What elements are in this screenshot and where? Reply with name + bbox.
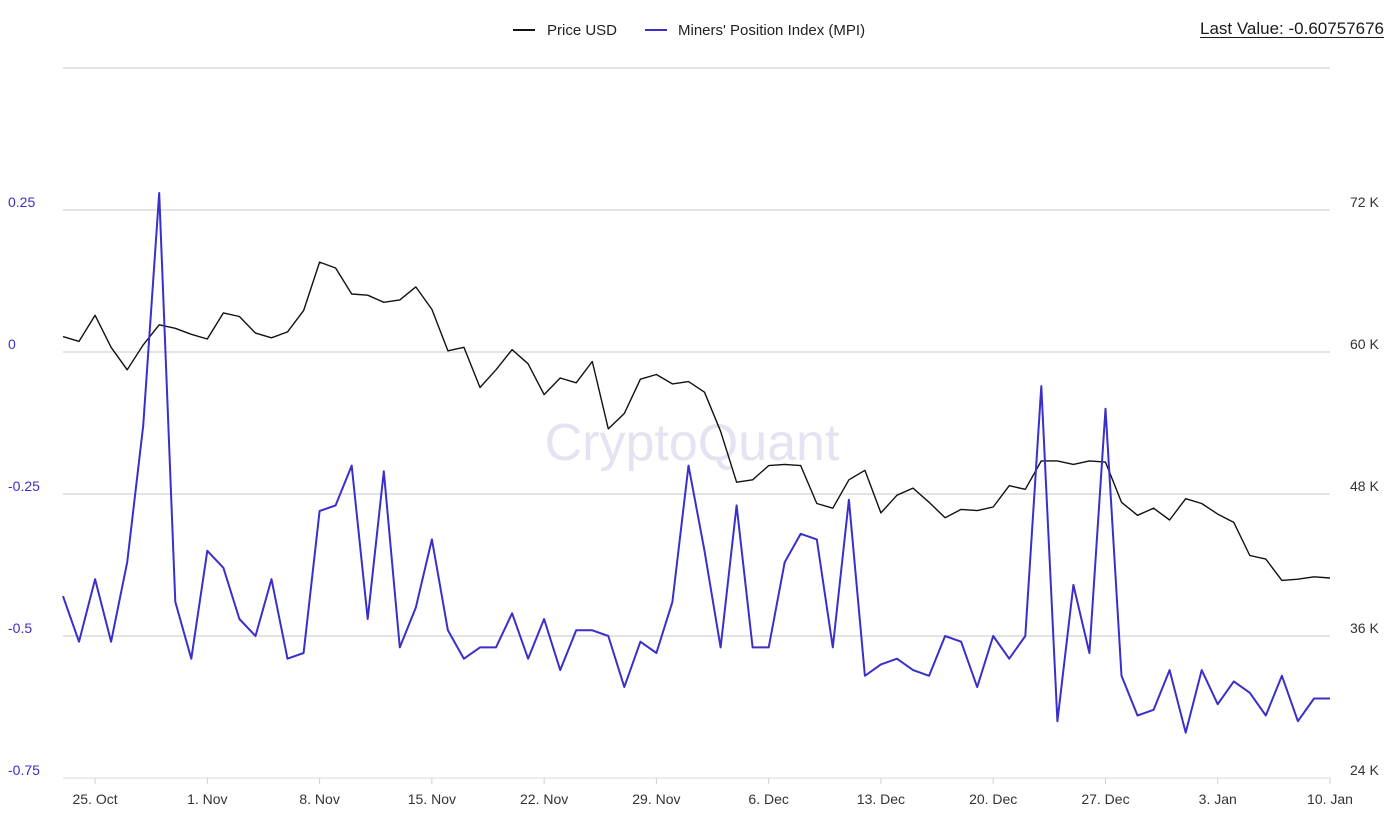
right-y-axis: 72 K 60 K 48 K 36 K 24 K	[1350, 194, 1379, 778]
left-tick-label: -0.5	[8, 620, 32, 636]
x-tick-label: 15. Nov	[408, 791, 456, 807]
right-tick-label: 72 K	[1350, 194, 1379, 210]
gridlines	[63, 67, 1330, 779]
last-value-readout: Last Value: -0.60757676	[1200, 19, 1384, 39]
x-tick-label: 27. Dec	[1081, 791, 1129, 807]
x-tick-label: 13. Dec	[857, 791, 905, 807]
right-tick-label: 60 K	[1350, 336, 1379, 352]
x-tick-label: 10. Jan	[1307, 791, 1353, 807]
x-tick-label: 22. Nov	[520, 791, 568, 807]
left-tick-label: -0.75	[8, 762, 40, 778]
x-tick-label: 20. Dec	[969, 791, 1017, 807]
mpi-line[interactable]	[62, 192, 1330, 734]
right-tick-label: 48 K	[1350, 478, 1379, 494]
series-lines	[62, 192, 1331, 734]
right-tick-label: 24 K	[1350, 762, 1379, 778]
left-tick-label: 0	[8, 336, 16, 352]
legend-label-price[interactable]: Price USD	[547, 22, 617, 39]
watermark-logo: CryptoQuant	[545, 414, 840, 472]
last-value-label: Last Value:	[1199, 19, 1284, 38]
right-tick-label: 36 K	[1350, 620, 1379, 636]
x-tick-label: 8. Nov	[299, 791, 339, 807]
legend-label-mpi[interactable]: Miners' Position Index (MPI)	[678, 22, 865, 39]
x-tick-label: 3. Jan	[1199, 791, 1237, 807]
left-y-axis: 0.25 0 -0.25 -0.5 -0.75	[8, 194, 40, 778]
x-tick-label: 6. Dec	[748, 791, 788, 807]
left-tick-label: -0.25	[8, 478, 40, 494]
last-value-number: -0.60757676	[1288, 19, 1384, 38]
x-tick-label: 29. Nov	[632, 791, 680, 807]
x-tick-label: 1. Nov	[187, 791, 227, 807]
price-usd-line[interactable]	[62, 261, 1331, 582]
left-tick-label: 0.25	[8, 194, 35, 210]
legend: Price USD Miners' Position Index (MPI)	[513, 22, 865, 39]
x-tick-label: 25. Oct	[73, 791, 118, 807]
x-axis: 25. Oct 1. Nov 8. Nov 15. Nov 22. Nov 29. Nov…	[73, 778, 1353, 807]
